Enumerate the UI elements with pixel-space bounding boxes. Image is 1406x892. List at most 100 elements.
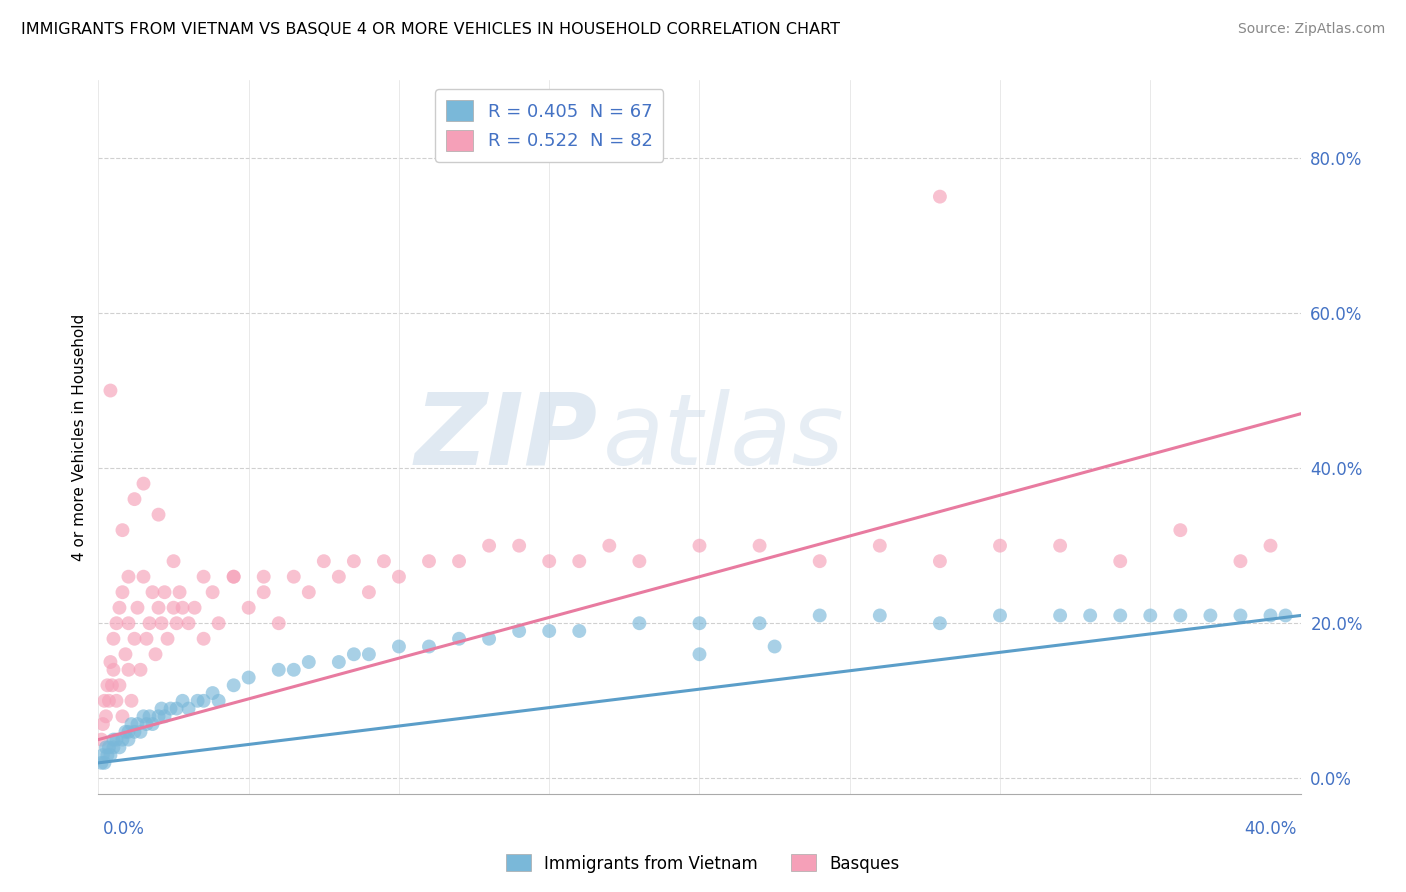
Point xyxy=(150,616,173,631)
Point xyxy=(100,384,122,398)
Point xyxy=(929,554,952,568)
Point xyxy=(148,600,170,615)
Point xyxy=(132,476,155,491)
Point xyxy=(267,663,290,677)
Point xyxy=(100,655,122,669)
Point xyxy=(568,554,591,568)
Text: ZIP: ZIP xyxy=(415,389,598,485)
Point xyxy=(117,616,139,631)
Point xyxy=(141,585,163,599)
Point xyxy=(238,671,260,685)
Point xyxy=(1199,608,1222,623)
Point xyxy=(748,616,770,631)
Point xyxy=(117,663,139,677)
Point xyxy=(267,616,290,631)
Point xyxy=(328,655,350,669)
Point xyxy=(103,740,125,755)
Point xyxy=(688,539,710,553)
Point xyxy=(96,678,118,692)
Point xyxy=(117,724,139,739)
Point xyxy=(1139,608,1161,623)
Point xyxy=(388,570,411,584)
Point xyxy=(129,724,152,739)
Point xyxy=(97,740,120,755)
Point xyxy=(132,570,155,584)
Point xyxy=(748,539,770,553)
Point xyxy=(90,756,112,770)
Point xyxy=(763,640,786,654)
Point xyxy=(298,655,321,669)
Point xyxy=(508,624,530,638)
Point xyxy=(183,600,205,615)
Point xyxy=(343,554,366,568)
Point xyxy=(1109,554,1132,568)
Legend: Immigrants from Vietnam, Basques: Immigrants from Vietnam, Basques xyxy=(499,847,907,880)
Point xyxy=(222,570,245,584)
Text: atlas: atlas xyxy=(603,389,845,485)
Point xyxy=(1049,608,1071,623)
Point xyxy=(373,554,395,568)
Point xyxy=(135,632,157,646)
Point xyxy=(111,732,134,747)
Point xyxy=(568,624,591,638)
Point xyxy=(94,740,117,755)
Point xyxy=(103,632,125,646)
Point xyxy=(114,647,136,661)
Point xyxy=(121,694,143,708)
Point xyxy=(93,756,115,770)
Point xyxy=(193,632,215,646)
Point xyxy=(108,678,131,692)
Point xyxy=(124,632,146,646)
Point xyxy=(283,663,305,677)
Point xyxy=(929,189,952,203)
Point xyxy=(1078,608,1101,623)
Point xyxy=(103,663,125,677)
Point xyxy=(90,732,112,747)
Point xyxy=(96,748,118,763)
Point xyxy=(538,624,561,638)
Point xyxy=(628,554,651,568)
Point xyxy=(100,748,122,763)
Point xyxy=(201,585,224,599)
Point xyxy=(117,732,139,747)
Text: 0.0%: 0.0% xyxy=(103,820,145,838)
Point xyxy=(169,585,191,599)
Point xyxy=(138,709,160,723)
Point xyxy=(91,717,114,731)
Point xyxy=(114,724,136,739)
Point xyxy=(105,616,128,631)
Point xyxy=(172,694,194,708)
Point xyxy=(1170,608,1192,623)
Point xyxy=(111,523,134,537)
Point xyxy=(538,554,561,568)
Point xyxy=(148,508,170,522)
Point xyxy=(418,640,440,654)
Point xyxy=(162,600,184,615)
Point xyxy=(124,724,146,739)
Point xyxy=(328,570,350,584)
Point xyxy=(628,616,651,631)
Point xyxy=(111,585,134,599)
Point xyxy=(103,732,125,747)
Point xyxy=(108,740,131,755)
Text: Source: ZipAtlas.com: Source: ZipAtlas.com xyxy=(1237,22,1385,37)
Point xyxy=(177,701,200,715)
Point xyxy=(343,647,366,661)
Point xyxy=(124,492,146,507)
Point xyxy=(177,616,200,631)
Point xyxy=(108,600,131,615)
Point xyxy=(688,647,710,661)
Point xyxy=(127,600,149,615)
Point xyxy=(93,694,115,708)
Point xyxy=(312,554,335,568)
Point xyxy=(1229,554,1251,568)
Point xyxy=(121,717,143,731)
Point xyxy=(598,539,620,553)
Point xyxy=(253,585,276,599)
Point xyxy=(159,701,181,715)
Point xyxy=(208,694,231,708)
Point xyxy=(1229,608,1251,623)
Point xyxy=(97,694,120,708)
Point xyxy=(91,748,114,763)
Point xyxy=(222,678,245,692)
